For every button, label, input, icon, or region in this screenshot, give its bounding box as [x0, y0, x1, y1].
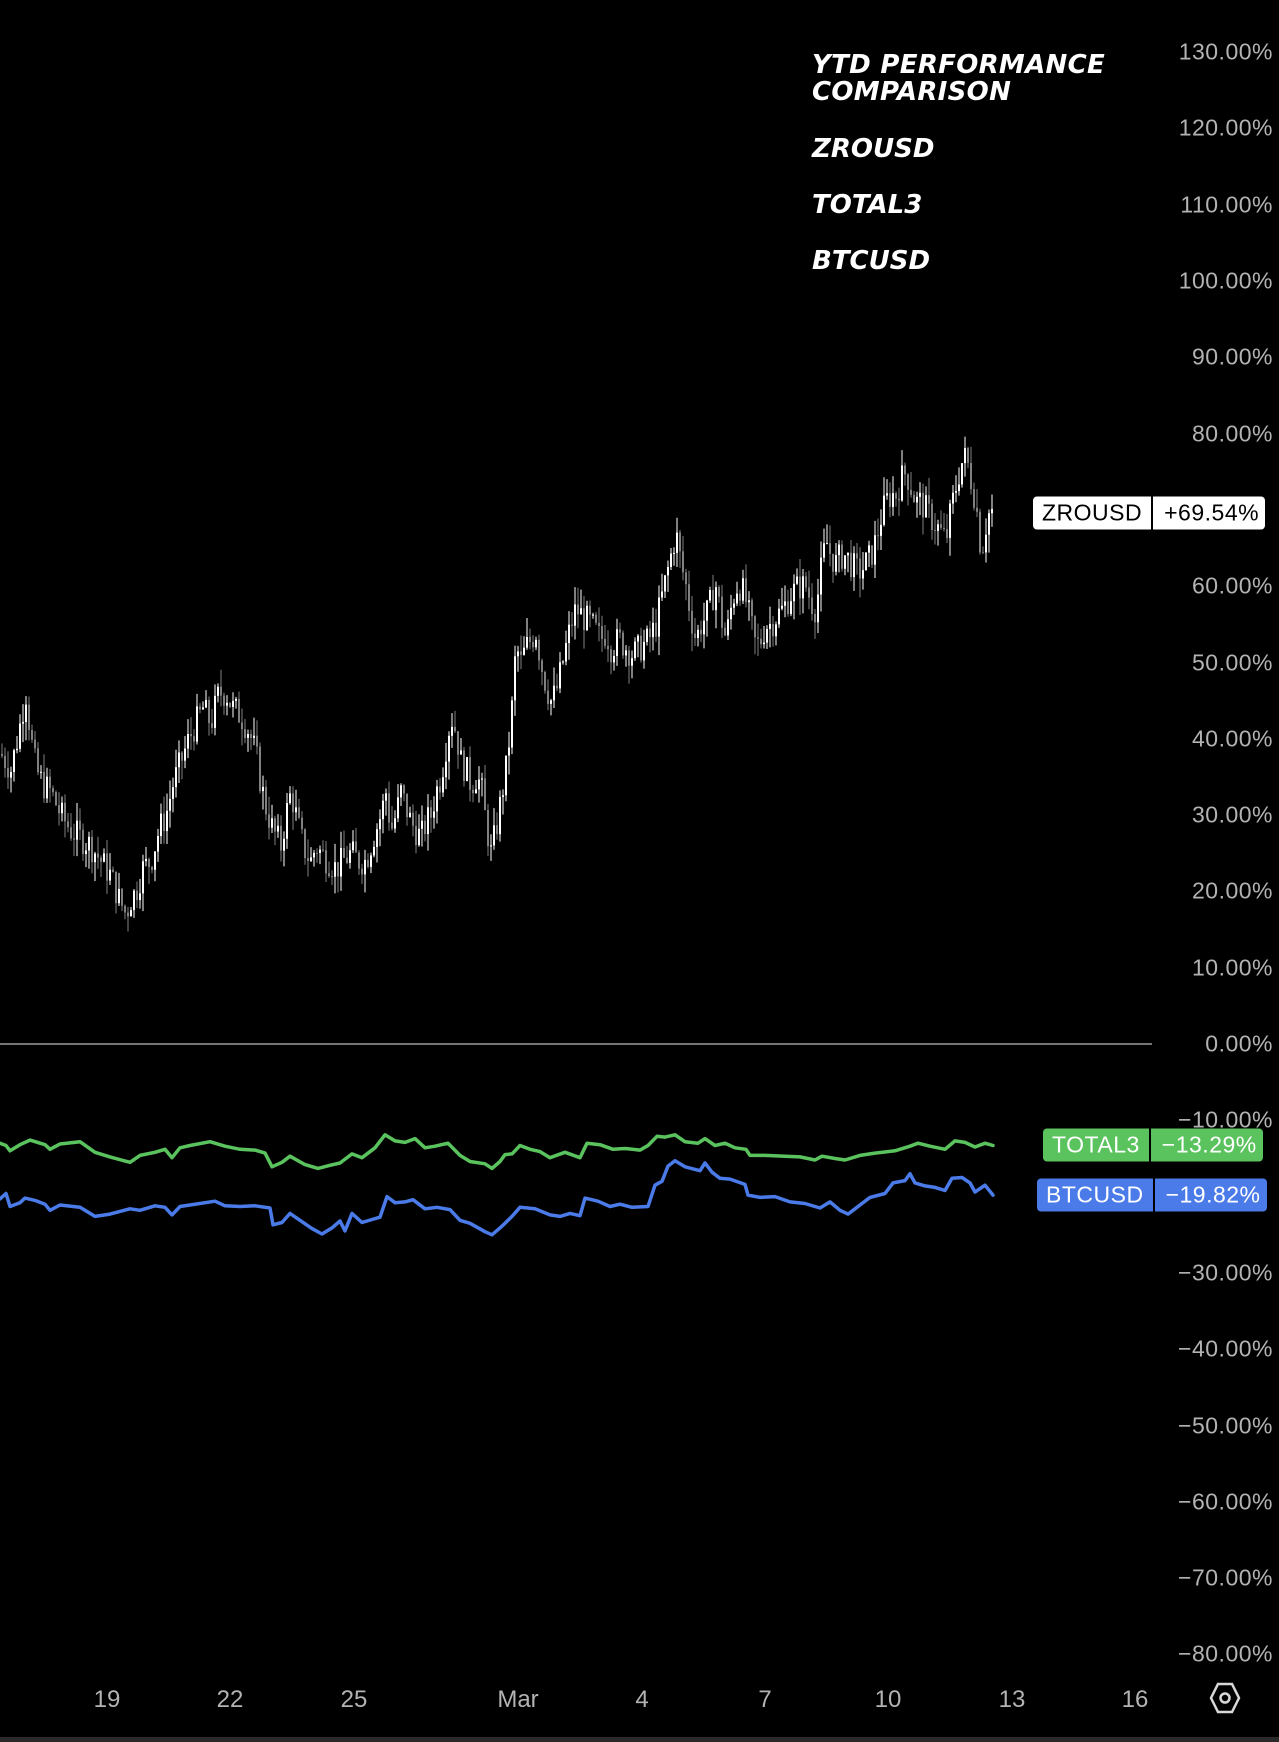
x-axis-tick-label: Mar: [497, 1686, 539, 1713]
settings-hexagon-icon: [1209, 1682, 1241, 1714]
bottom-scrollbar[interactable]: [0, 1737, 1279, 1742]
price-tag-separator: [1152, 1178, 1155, 1212]
y-axis-tick-label: −50.00%: [1178, 1412, 1273, 1438]
price-tag-value: +69.54%: [1164, 499, 1260, 526]
x-axis-tick-label: 13: [998, 1686, 1026, 1713]
x-axis-tick-label: 25: [340, 1686, 368, 1713]
y-axis-tick-label: 60.00%: [1191, 572, 1273, 599]
price-tag-separator: [1151, 496, 1154, 530]
y-axis-tick-label: −70.00%: [1178, 1564, 1273, 1591]
y-axis-tick-label: −80.00%: [1178, 1640, 1273, 1667]
zrousd-candles: [1, 436, 993, 932]
y-axis-tick-label: 80.00%: [1191, 420, 1273, 447]
y-axis-tick-label: 50.00%: [1191, 649, 1273, 675]
legend-item-zrousd[interactable]: ZROUSD: [812, 134, 935, 164]
total3-line: [0, 1133, 995, 1171]
price-tag-symbol: BTCUSD: [1046, 1181, 1144, 1208]
y-axis-tick-label: −40.00%: [1178, 1335, 1273, 1362]
chart-title-line-1: YTD PERFORMANCE: [812, 50, 1106, 80]
legend-item-btcusd[interactable]: BTCUSD: [812, 246, 931, 276]
y-axis-tick-label: 130.00%: [1178, 38, 1273, 65]
price-tag-symbol: TOTAL3: [1052, 1131, 1140, 1158]
chart-title-line-2: COMPARISON: [812, 77, 1012, 107]
price-tag-value: −19.82%: [1165, 1181, 1261, 1208]
x-axis-tick-label: 7: [758, 1686, 772, 1713]
y-axis-tick-label: −10.00%: [1178, 1106, 1273, 1133]
chart-settings-button[interactable]: [1208, 1681, 1242, 1715]
y-axis-tick-label: 100.00%: [1178, 267, 1273, 294]
chart-title: YTD PERFORMANCE COMPARISON: [812, 52, 1105, 106]
y-axis-tick-label: 40.00%: [1191, 725, 1273, 752]
x-axis-tick-label: 16: [1121, 1686, 1149, 1713]
y-axis-tick-label: 30.00%: [1191, 801, 1273, 828]
y-axis-tick-label: 120.00%: [1178, 114, 1273, 141]
y-axis-tick-label: 10.00%: [1191, 954, 1273, 981]
price-tag-symbol: ZROUSD: [1042, 499, 1143, 526]
btcusd-line: [0, 1158, 995, 1237]
price-tag-zrousd: ZROUSD +69.54%: [1033, 496, 1266, 530]
price-tag-value: −13.29%: [1161, 1131, 1257, 1158]
y-axis-tick-label: 20.00%: [1191, 877, 1273, 904]
price-tag-btcusd: BTCUSD −19.82%: [1037, 1178, 1267, 1212]
y-axis-tick-label: 90.00%: [1191, 343, 1273, 370]
price-tag-separator: [1148, 1128, 1151, 1162]
legend-item-total3[interactable]: TOTAL3: [812, 190, 923, 220]
y-axis-tick-label: −60.00%: [1178, 1488, 1273, 1515]
x-axis-tick-label: 4: [635, 1686, 649, 1713]
x-axis-tick-label: 22: [216, 1686, 244, 1713]
x-axis-tick-label: 10: [874, 1686, 902, 1713]
price-tag-total3: TOTAL3 −13.29%: [1043, 1128, 1263, 1162]
x-axis-tick-label: 19: [93, 1686, 121, 1713]
y-axis-tick-label: 0.00%: [1205, 1030, 1273, 1057]
y-axis-tick-label: 110.00%: [1180, 191, 1273, 218]
y-axis-tick-label: −30.00%: [1178, 1259, 1273, 1286]
